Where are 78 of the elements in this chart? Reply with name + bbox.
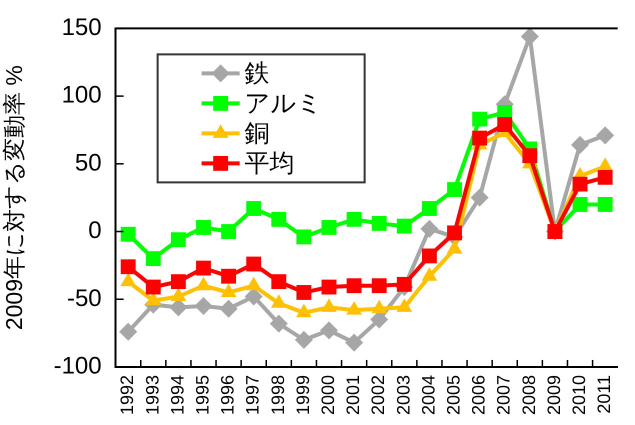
x-tick-label: 2001 — [343, 374, 364, 416]
point — [221, 224, 236, 239]
x-tick-label: 1992 — [117, 374, 138, 416]
point — [571, 136, 590, 154]
y-tick-label: -50 — [66, 284, 102, 312]
point — [294, 330, 313, 349]
point — [346, 212, 362, 227]
point — [271, 274, 286, 290]
x-tick-label: 2000 — [318, 374, 338, 416]
point — [372, 278, 387, 294]
point — [120, 226, 136, 242]
point — [320, 321, 338, 340]
point — [572, 176, 588, 192]
point — [221, 268, 236, 284]
point — [120, 259, 136, 274]
point — [196, 260, 211, 276]
x-tick-label: 2008 — [518, 374, 539, 416]
x-tick-label: 1996 — [218, 374, 238, 416]
point — [420, 220, 438, 238]
y-tick-label: 50 — [74, 149, 102, 176]
point — [372, 216, 387, 231]
point — [396, 276, 412, 292]
x-tick-label: 1995 — [192, 374, 212, 416]
x-tick-label: 2004 — [418, 374, 438, 416]
x-tick-label: 2007 — [494, 374, 514, 416]
point — [447, 225, 462, 240]
x-tick-label: 2002 — [368, 374, 388, 416]
x-tick-label: 2003 — [393, 374, 414, 416]
point — [170, 232, 186, 248]
point — [196, 220, 211, 235]
point — [246, 256, 262, 272]
y-tick-label: 150 — [62, 14, 102, 42]
x-tick-label: 2005 — [443, 374, 464, 416]
x-tick-label: 1994 — [167, 374, 188, 416]
legend-label: 鉄 — [244, 59, 270, 88]
x-tick-label: 2011 — [594, 374, 614, 414]
point — [396, 218, 412, 234]
point — [345, 334, 364, 352]
point — [146, 251, 161, 266]
point — [271, 212, 286, 227]
point — [246, 201, 262, 216]
point — [422, 248, 437, 264]
y-tick-label: -100 — [54, 352, 102, 380]
point — [322, 280, 336, 294]
point — [146, 280, 161, 294]
point — [596, 126, 614, 144]
x-tick-label: 2006 — [468, 374, 489, 416]
point — [470, 188, 489, 207]
point — [296, 230, 312, 244]
x-tick-label: 2009 — [544, 374, 564, 416]
point — [220, 300, 238, 318]
legend-label: アルミ — [244, 89, 323, 118]
legend-label: 銅 — [244, 119, 270, 148]
point — [346, 278, 362, 294]
legend-label: 平均 — [244, 149, 295, 178]
x-tick-label: 1999 — [292, 374, 313, 416]
x-tick-label: 1997 — [242, 374, 263, 416]
point — [296, 285, 312, 300]
point — [472, 130, 488, 146]
point — [522, 148, 538, 164]
point — [598, 170, 613, 185]
point — [170, 274, 186, 290]
point — [572, 197, 588, 212]
point — [447, 182, 462, 197]
point — [270, 314, 288, 333]
point — [322, 220, 336, 235]
point — [119, 322, 138, 341]
point — [598, 197, 613, 212]
point — [472, 112, 488, 127]
x-tick-label: 1993 — [142, 374, 162, 416]
x-tick-label: 1998 — [268, 374, 288, 416]
y-axis-title: 2009年に対する変動率 % — [1, 65, 28, 330]
point — [422, 201, 437, 216]
y-tick-label: 100 — [62, 82, 102, 109]
y-tick-label: 0 — [88, 217, 102, 244]
x-tick-label: 2010 — [569, 374, 590, 416]
point — [497, 117, 512, 132]
point — [194, 297, 212, 316]
